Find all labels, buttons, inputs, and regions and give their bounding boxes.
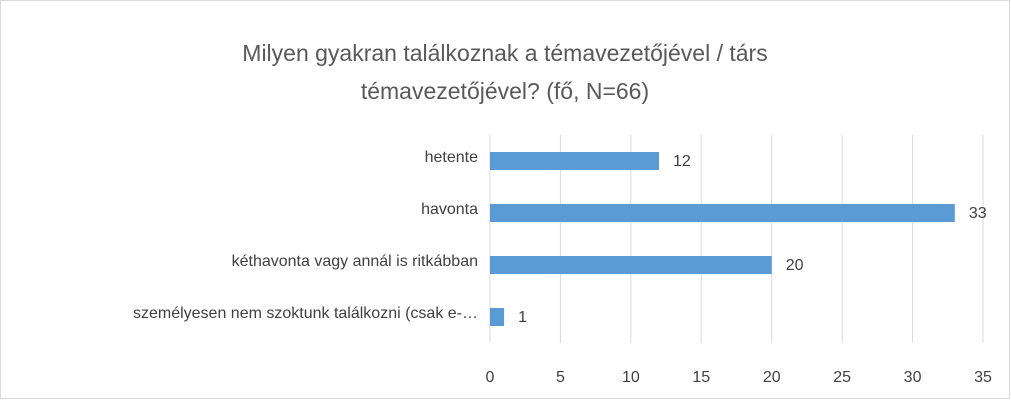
bar [490,256,772,274]
x-tick-label: 35 [974,369,992,386]
y-tick-label: kéthavonta vagy annál is ritkábban [232,253,478,270]
bar [490,308,505,326]
x-tick-label: 15 [692,369,710,386]
data-label: 33 [969,205,987,222]
x-tick-label: 25 [833,369,851,386]
x-tick-label: 10 [622,369,640,386]
bar [490,204,955,222]
data-label: 1 [518,309,527,326]
x-tick-label: 20 [763,369,781,386]
x-tick-label: 30 [904,369,922,386]
y-tick-label: hetente [425,149,478,166]
bar [490,152,660,170]
data-label: 20 [786,257,804,274]
chart-title: Milyen gyakran találkoznak a témavezetőj… [242,40,768,104]
data-label: 12 [673,153,691,170]
y-tick-label: havonta [421,201,478,218]
y-tick-label: személyesen nem szoktunk találkozni (csa… [133,305,478,322]
x-tick-label: 0 [486,369,495,386]
x-tick-label: 5 [556,369,565,386]
